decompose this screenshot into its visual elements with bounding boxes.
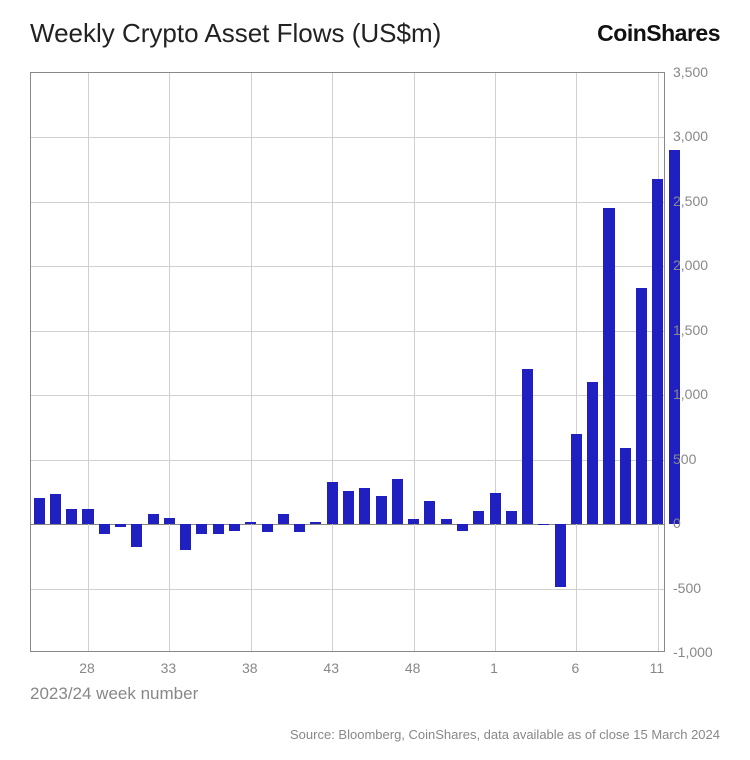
y-tick-label: 3,500 — [673, 64, 708, 80]
bar — [538, 524, 549, 525]
x-tick-label: 11 — [650, 660, 665, 676]
x-tick-label: 28 — [79, 660, 95, 676]
bar — [50, 494, 61, 524]
gridline-h — [31, 202, 664, 203]
y-tick-label: -500 — [673, 580, 701, 596]
y-tick-label: 500 — [673, 451, 696, 467]
y-tick-label: 1,000 — [673, 386, 708, 402]
bar — [506, 511, 517, 524]
chart-container: -1,000-50005001,0001,5002,0002,5003,0003… — [30, 72, 710, 652]
gridline-v — [169, 73, 170, 651]
y-tick-label: 2,500 — [673, 193, 708, 209]
x-tick-label: 6 — [572, 660, 580, 676]
bar — [310, 522, 321, 525]
bar — [522, 369, 533, 524]
bar — [294, 524, 305, 532]
gridline-h — [31, 395, 664, 396]
gridline-v — [414, 73, 415, 651]
bar — [196, 524, 207, 534]
bar — [620, 448, 631, 524]
bar — [148, 514, 159, 524]
bar — [603, 208, 614, 524]
gridline-v — [495, 73, 496, 651]
bar — [245, 522, 256, 525]
bar — [408, 519, 419, 524]
bar — [115, 524, 126, 527]
gridline-h — [31, 331, 664, 332]
bar — [99, 524, 110, 534]
bar — [229, 524, 240, 530]
bar — [131, 524, 142, 547]
bar — [34, 498, 45, 524]
y-tick-label: 3,000 — [673, 128, 708, 144]
gridline-v — [576, 73, 577, 651]
gridline-h — [31, 589, 664, 590]
y-tick-label: -1,000 — [673, 644, 713, 660]
x-tick-label: 38 — [242, 660, 258, 676]
bar — [555, 524, 566, 587]
plot-area — [30, 72, 665, 652]
bar — [424, 501, 435, 524]
chart-title: Weekly Crypto Asset Flows (US$m) — [30, 18, 441, 49]
y-tick-label: 2,000 — [673, 257, 708, 273]
bar — [180, 524, 191, 550]
bar — [164, 518, 175, 524]
x-axis-title: 2023/24 week number — [30, 684, 665, 704]
source-attribution: Source: Bloomberg, CoinShares, data avai… — [290, 727, 720, 742]
gridline-v — [88, 73, 89, 651]
bar — [392, 479, 403, 524]
bar — [636, 288, 647, 524]
x-tick-label: 43 — [323, 660, 339, 676]
x-tick-label: 1 — [490, 660, 498, 676]
x-tick-label: 33 — [161, 660, 177, 676]
bar — [66, 509, 77, 524]
brand-logo: CoinShares — [597, 20, 720, 47]
y-tick-label: 1,500 — [673, 322, 708, 338]
gridline-h — [31, 266, 664, 267]
gridline-h — [31, 137, 664, 138]
bar — [571, 434, 582, 524]
y-tick-label: 0 — [673, 515, 681, 531]
gridline-v — [332, 73, 333, 651]
x-tick-label: 48 — [405, 660, 421, 676]
bar — [343, 491, 354, 525]
gridline-v — [251, 73, 252, 651]
bar — [652, 179, 663, 524]
bar — [376, 496, 387, 524]
bar — [327, 482, 338, 525]
bar — [278, 514, 289, 524]
bar — [457, 524, 468, 530]
bar — [213, 524, 224, 534]
header-row: Weekly Crypto Asset Flows (US$m) CoinSha… — [0, 0, 750, 59]
gridline-h — [31, 460, 664, 461]
bar — [587, 382, 598, 524]
bar — [490, 493, 501, 524]
bar — [82, 509, 93, 524]
bar — [441, 519, 452, 524]
bar — [262, 524, 273, 532]
bar — [359, 488, 370, 524]
bar — [473, 511, 484, 524]
